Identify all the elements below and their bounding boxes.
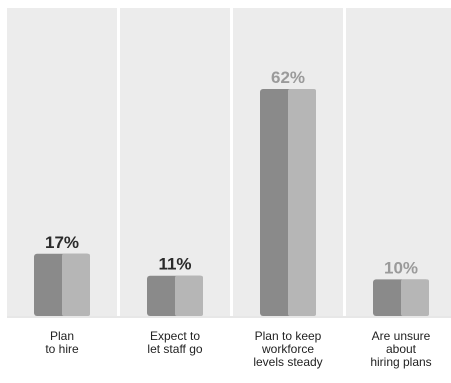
category-label-3-line-2: workforce — [261, 342, 314, 356]
value-label-4: 10% — [384, 258, 418, 277]
category-label-3: Plan to keep workforce levels steady — [253, 329, 322, 369]
category-label-3-line-1: Plan to keep — [255, 329, 322, 343]
bars — [34, 89, 429, 316]
column-panel-2 — [120, 8, 230, 316]
bar-2-light-half — [175, 275, 203, 316]
category-label-4-line-1: Are unsure — [372, 329, 431, 343]
category-labels: Plan to hire Expect to let staff go Plan to … — [7, 316, 451, 369]
category-label-3-line-3: levels steady — [253, 355, 322, 369]
value-labels: 17% 11% 62% 10% — [45, 68, 418, 277]
column-panels — [7, 8, 451, 316]
category-label-2-line-1: Expect to — [150, 329, 200, 343]
bar-2 — [147, 275, 203, 316]
category-label-1-line-2: to hire — [45, 342, 79, 356]
bar-4 — [373, 279, 429, 316]
bar-1 — [34, 253, 90, 316]
value-label-1: 17% — [45, 233, 79, 252]
value-label-3: 62% — [271, 68, 305, 87]
value-label-2: 11% — [158, 255, 191, 274]
category-label-4-line-3: hiring plans — [370, 355, 431, 369]
bar-3 — [260, 89, 316, 316]
category-label-1: Plan to hire — [45, 329, 79, 356]
category-label-4: Are unsure about hiring plans — [370, 329, 431, 369]
bar-3-light-half — [288, 89, 316, 316]
category-label-2: Expect to let staff go — [147, 329, 202, 356]
bar-4-light-half — [401, 279, 429, 316]
category-label-4-line-2: about — [386, 342, 417, 356]
column-panel-4 — [346, 8, 451, 316]
bar-1-light-half — [62, 253, 90, 316]
category-label-2-line-2: let staff go — [147, 342, 202, 356]
category-label-1-line-1: Plan — [50, 329, 74, 343]
